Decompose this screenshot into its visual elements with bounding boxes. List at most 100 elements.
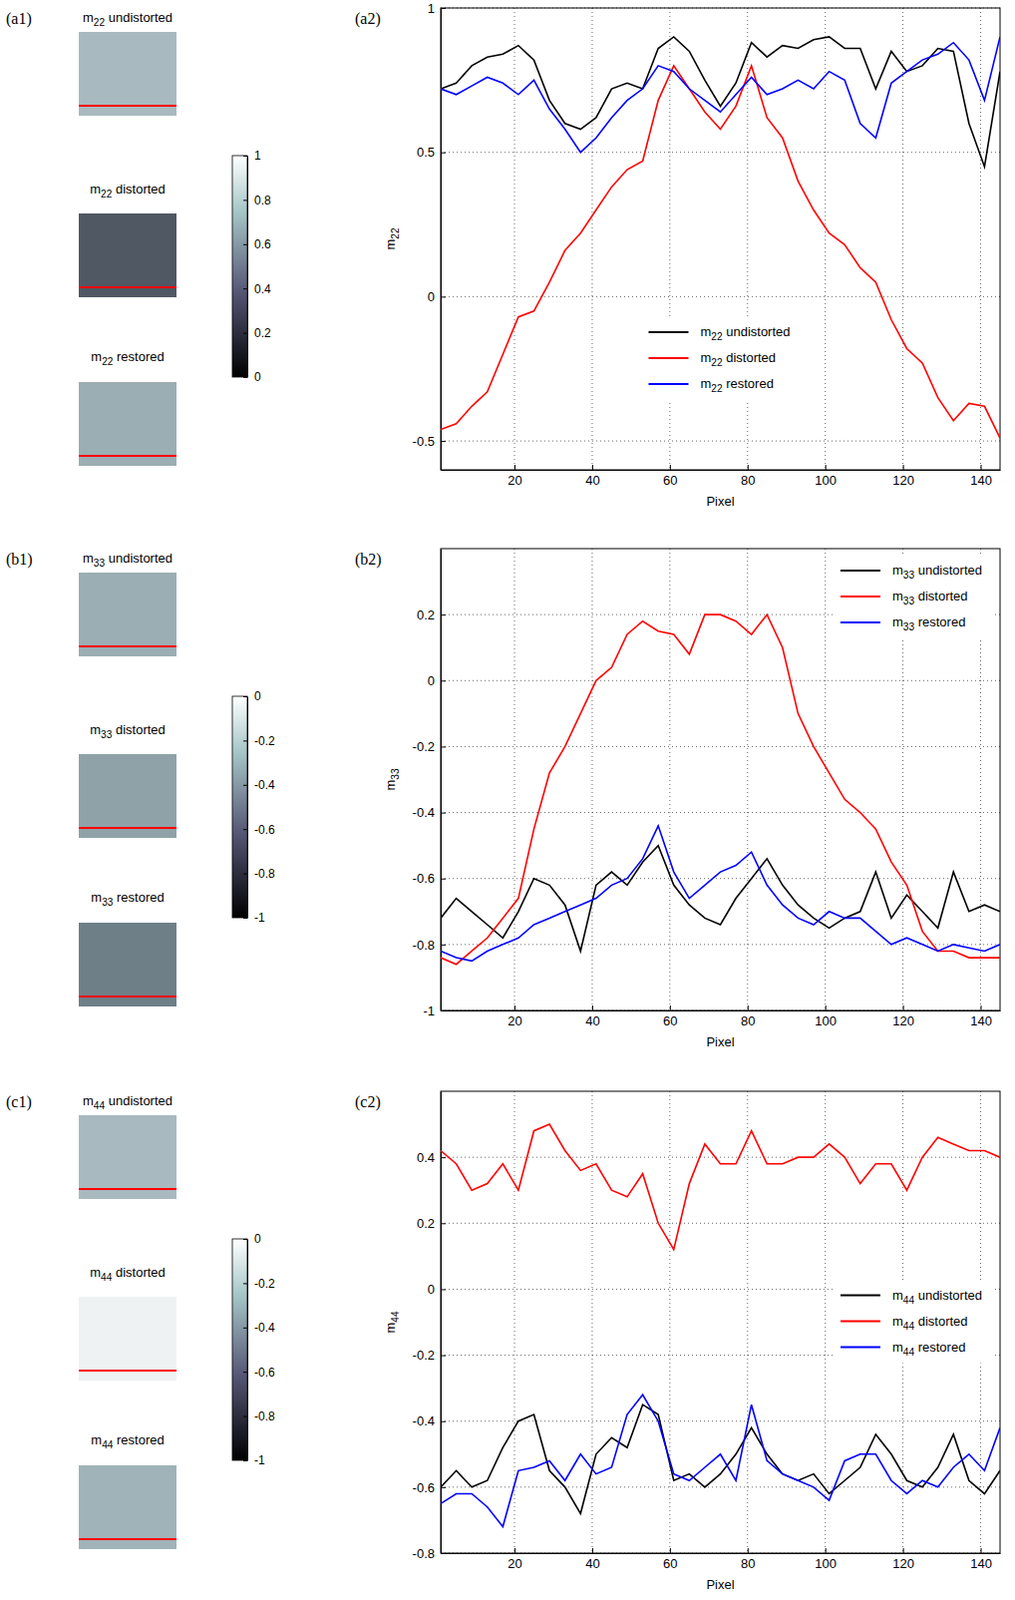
y-tick-mark xyxy=(440,152,446,154)
x-tick: 100 xyxy=(814,1547,837,1571)
x-tick-mark xyxy=(903,1547,905,1553)
colorbar-tick-label: 1 xyxy=(254,148,262,163)
y-axis-line xyxy=(440,8,442,471)
x-tick: 80 xyxy=(740,464,755,488)
x-tick: 40 xyxy=(585,1547,600,1571)
y-tick-label: 0 xyxy=(427,1281,435,1297)
x-tick-label: 100 xyxy=(814,1555,837,1571)
x-tick-mark xyxy=(592,464,594,470)
series-line xyxy=(440,1403,1001,1513)
y-tick-mark xyxy=(440,944,446,946)
y-tick: -0.4 xyxy=(412,1412,446,1428)
panel-label: (a1) xyxy=(5,9,32,28)
grid-line xyxy=(591,1090,593,1553)
colorbar-tick-mark xyxy=(243,828,248,830)
y-axis-title: m44 xyxy=(382,1310,401,1333)
thumbnail-title: m33 restored xyxy=(90,889,164,908)
y-tick-label: -0.4 xyxy=(412,1412,435,1428)
colorbar-tick-mark xyxy=(243,917,248,919)
thumbnail-image xyxy=(78,922,177,1007)
x-tick-label: 40 xyxy=(585,1013,600,1028)
x-axis: 20406080100120140 xyxy=(441,1005,1002,1028)
y-tick-mark xyxy=(440,440,446,442)
legend: m33 undistortedm33 distortedm33 restored xyxy=(832,556,993,639)
colorbar-tick-label: -1 xyxy=(254,910,266,925)
x-tick-mark xyxy=(981,1547,983,1553)
x-axis-title: Pixel xyxy=(705,1033,734,1049)
panel-label: (a2) xyxy=(354,9,381,28)
colorbar-tick: 0 xyxy=(243,369,262,384)
grid-line xyxy=(440,811,1001,813)
colorbar-axis-line xyxy=(247,1239,249,1461)
profile-line xyxy=(78,104,177,107)
grid-line xyxy=(824,1090,826,1553)
profile-line xyxy=(78,454,177,457)
colorbar-tick-mark xyxy=(243,739,248,741)
x-tick-mark xyxy=(514,464,516,470)
colorbar xyxy=(232,1238,248,1460)
colorbar-tick: -0.6 xyxy=(243,822,276,837)
y-axis: -1-0.8-0.6-0.4-0.200.2 xyxy=(412,549,446,1018)
y-axis-line xyxy=(440,549,442,1012)
legend-swatch xyxy=(840,1320,881,1323)
colorbar-tick: -0.4 xyxy=(243,1320,276,1335)
y-tick-label: -0.2 xyxy=(412,738,435,754)
y-tick-label: 0.5 xyxy=(416,144,435,160)
legend-swatch xyxy=(840,569,881,572)
y-tick: 0 xyxy=(427,1281,446,1297)
grid-line xyxy=(440,296,1001,298)
legend-label: m44 distorted xyxy=(892,1313,969,1332)
legend-swatch xyxy=(648,356,688,359)
x-tick: 100 xyxy=(814,464,837,488)
legend-swatch xyxy=(840,595,881,598)
x-tick: 140 xyxy=(970,1005,993,1028)
y-tick-mark xyxy=(440,1156,446,1158)
x-tick: 20 xyxy=(507,1005,522,1028)
colorbar-axis: 00.20.40.60.81 xyxy=(243,148,272,384)
x-tick-mark xyxy=(825,464,827,470)
x-tick-label: 140 xyxy=(970,1555,993,1571)
colorbar-tick-mark xyxy=(243,1415,248,1417)
y-tick-label: -0.2 xyxy=(412,1347,435,1362)
colorbar-tick: 0.4 xyxy=(243,282,272,297)
grid-line xyxy=(440,1156,1001,1158)
y-tick-mark xyxy=(440,878,446,880)
x-tick-label: 120 xyxy=(892,1013,915,1028)
y-tick-mark xyxy=(440,679,446,681)
y-tick: -0.2 xyxy=(412,738,446,754)
thumbnail-title: m22 restored xyxy=(90,348,164,367)
legend-label: m44 undistorted xyxy=(892,1287,983,1306)
colorbar-tick: -0.8 xyxy=(243,866,276,881)
y-tick-mark xyxy=(440,1288,446,1290)
grid-line xyxy=(440,877,1001,879)
series-line xyxy=(440,36,1001,167)
colorbar-tick-mark xyxy=(243,333,248,335)
x-tick-mark xyxy=(825,1547,827,1553)
colorbar-tick: 1 xyxy=(243,148,262,163)
x-axis: 20406080100120140 xyxy=(441,1547,1002,1571)
x-tick-mark xyxy=(670,464,672,470)
colorbar-tick-label: -0.4 xyxy=(254,777,276,792)
y-axis-title: m22 xyxy=(382,227,401,250)
colorbar-tick-label: -0.6 xyxy=(254,1364,276,1379)
x-tick-mark xyxy=(514,1547,516,1553)
x-tick: 140 xyxy=(970,1547,993,1571)
y-tick-label: -0.6 xyxy=(412,1479,435,1495)
x-tick-label: 140 xyxy=(970,472,993,488)
thumbnail-image xyxy=(78,753,177,838)
grid-line xyxy=(591,7,593,470)
grid-line xyxy=(591,548,593,1011)
panel-row: (b1)m33 undistortedm33 distortedm33 rest… xyxy=(5,548,1002,1049)
thumbnail-image xyxy=(78,381,177,466)
x-tick: 40 xyxy=(585,1005,600,1028)
y-tick-label: -0.4 xyxy=(412,804,435,820)
colorbar-tick-mark xyxy=(243,1370,248,1372)
colorbar-tick-label: -0.8 xyxy=(254,866,276,881)
thumbnail-image xyxy=(78,572,177,657)
x-tick-label: 100 xyxy=(814,472,837,488)
lines xyxy=(440,614,1001,965)
colorbar-tick-mark xyxy=(243,873,248,875)
x-tick-mark xyxy=(747,1005,749,1011)
x-tick: 140 xyxy=(970,464,993,488)
x-tick: 60 xyxy=(663,1547,677,1571)
